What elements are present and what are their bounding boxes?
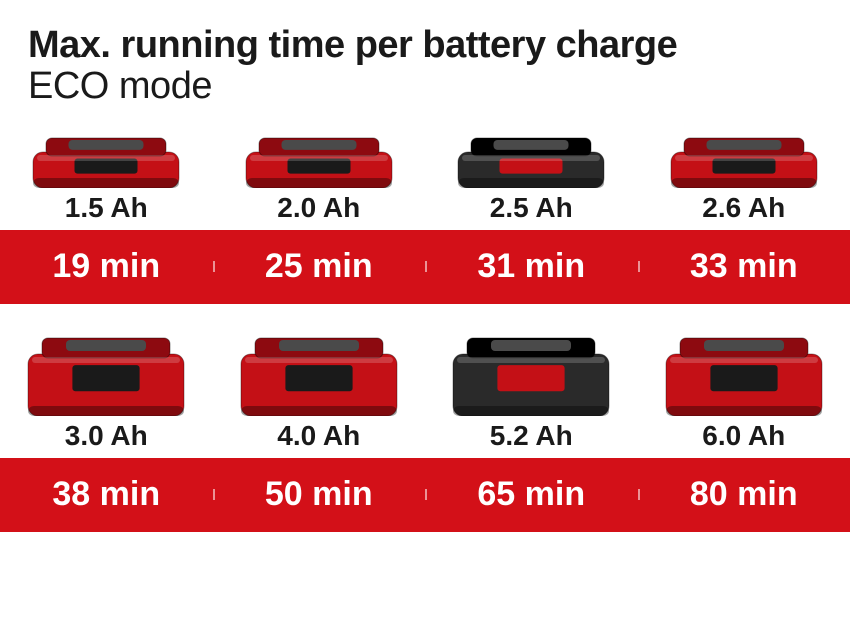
runtime-label: 33 min	[690, 247, 798, 285]
runtime-cell: 38 min	[0, 475, 213, 514]
battery-icon	[451, 324, 611, 416]
runtime-label: 19 min	[52, 247, 160, 285]
runtime-bar: 38 min 50 min 65 min 80 min	[0, 458, 850, 532]
row-spacer	[0, 304, 850, 324]
runtime-label: 31 min	[477, 247, 585, 285]
battery-images-row	[0, 324, 850, 416]
runtime-cell: 33 min	[638, 247, 850, 286]
runtime-bar: 19 min 25 min 31 min 33 min	[0, 230, 850, 304]
runtime-label: 38 min	[52, 475, 160, 513]
header: Max. running time per battery charge ECO…	[0, 26, 850, 108]
battery-cell	[638, 126, 850, 188]
capacity-cell: 6.0 Ah	[638, 420, 850, 452]
capacity-cell: 5.2 Ah	[425, 420, 638, 452]
capacity-label: 5.2 Ah	[490, 420, 573, 452]
capacity-label: 2.0 Ah	[277, 192, 360, 224]
runtime-label: 50 min	[265, 475, 373, 513]
capacity-cell: 3.0 Ah	[0, 420, 213, 452]
runtime-cell: 31 min	[425, 247, 638, 286]
capacity-cell: 2.5 Ah	[425, 192, 638, 224]
page-title: Max. running time per battery charge	[28, 26, 822, 66]
battery-icon	[31, 126, 181, 188]
capacity-label: 2.6 Ah	[702, 192, 785, 224]
capacity-label: 6.0 Ah	[702, 420, 785, 452]
capacity-row: 3.0 Ah 4.0 Ah 5.2 Ah 6.0 Ah	[0, 420, 850, 452]
battery-icon	[239, 324, 399, 416]
runtime-cell: 19 min	[0, 247, 213, 286]
capacity-cell: 2.6 Ah	[638, 192, 850, 224]
battery-cell	[425, 126, 638, 188]
capacity-cell: 1.5 Ah	[0, 192, 213, 224]
capacity-row: 1.5 Ah 2.0 Ah 2.5 Ah 2.6 Ah	[0, 192, 850, 224]
runtime-cell: 65 min	[425, 475, 638, 514]
runtime-cell: 50 min	[213, 475, 426, 514]
battery-icon	[26, 324, 186, 416]
battery-cell	[0, 126, 213, 188]
runtime-label: 25 min	[265, 247, 373, 285]
capacity-label: 4.0 Ah	[277, 420, 360, 452]
battery-cell	[213, 126, 426, 188]
runtime-cell: 80 min	[638, 475, 850, 514]
battery-cell	[638, 324, 850, 416]
runtime-label: 65 min	[477, 475, 585, 513]
battery-icon	[244, 126, 394, 188]
battery-images-row	[0, 126, 850, 188]
page-subtitle: ECO mode	[28, 66, 822, 108]
battery-icon	[456, 126, 606, 188]
battery-cell	[0, 324, 213, 416]
battery-cell	[425, 324, 638, 416]
battery-row-2: 3.0 Ah 4.0 Ah 5.2 Ah 6.0 Ah 38 min 50 mi…	[0, 324, 850, 532]
capacity-label: 2.5 Ah	[490, 192, 573, 224]
capacity-label: 3.0 Ah	[65, 420, 148, 452]
capacity-cell: 2.0 Ah	[213, 192, 426, 224]
runtime-cell: 25 min	[213, 247, 426, 286]
battery-icon	[669, 126, 819, 188]
capacity-cell: 4.0 Ah	[213, 420, 426, 452]
battery-cell	[213, 324, 426, 416]
infographic-page: Max. running time per battery charge ECO…	[0, 0, 850, 637]
battery-icon	[664, 324, 824, 416]
battery-row-1: 1.5 Ah 2.0 Ah 2.5 Ah 2.6 Ah 19 min 25 mi…	[0, 126, 850, 304]
runtime-label: 80 min	[690, 475, 798, 513]
capacity-label: 1.5 Ah	[65, 192, 148, 224]
